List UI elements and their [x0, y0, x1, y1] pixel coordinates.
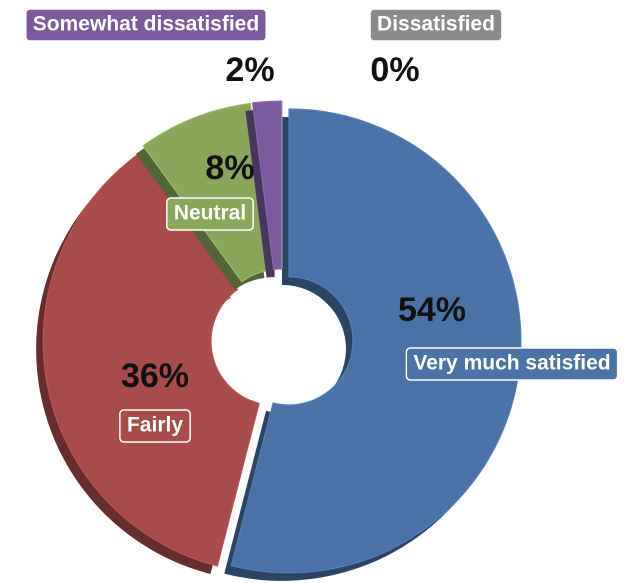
labels: 54% Very much satisfied 36% Fairly 8% Neutral…	[25, 8, 619, 443]
category-label: Very much satisfied	[413, 352, 610, 375]
category-label: Somewhat dissatisfied	[33, 13, 259, 36]
slice	[142, 102, 272, 283]
category-box	[166, 197, 254, 231]
value-label: 0%	[370, 51, 419, 89]
slice	[251, 100, 283, 271]
slice	[230, 108, 522, 574]
category-box	[405, 347, 619, 381]
value-label: 36%	[121, 357, 189, 395]
category-box	[25, 8, 267, 42]
category-label: Neutral	[174, 202, 246, 225]
value-label: 54%	[398, 291, 466, 329]
value-label: 2%	[225, 51, 274, 89]
category-box	[369, 8, 503, 42]
slices	[36, 100, 522, 581]
category-label: Dissatisfied	[377, 13, 495, 36]
category-box	[119, 409, 191, 443]
category-label: Fairly	[127, 414, 183, 437]
value-label: 8%	[205, 149, 254, 187]
slice	[42, 152, 260, 567]
